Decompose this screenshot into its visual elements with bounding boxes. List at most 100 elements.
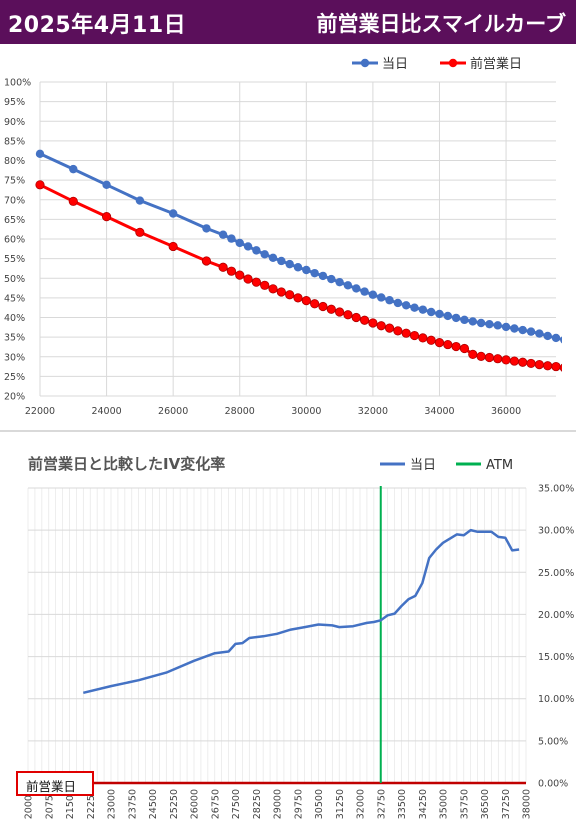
- x-tick-label: 25250: [169, 789, 180, 819]
- point-today: [560, 336, 562, 344]
- point-today: [243, 242, 253, 251]
- point-previous-day: [459, 343, 470, 354]
- point-previous-day: [384, 323, 395, 333]
- point-previous-day: [401, 328, 411, 338]
- legend-label-today: 当日: [410, 458, 436, 473]
- point-previous-day: [201, 256, 212, 266]
- y-tick-label: 10.00%: [538, 694, 574, 705]
- point-previous-day: [326, 304, 336, 314]
- x-tick-label: 21500: [65, 789, 76, 819]
- x-tick-label: 36000: [491, 406, 521, 417]
- point-today: [352, 284, 361, 293]
- point-today: [218, 230, 228, 239]
- x-tick-label: 38000: [522, 789, 533, 819]
- x-tick-label: 20000: [24, 789, 35, 819]
- point-previous-day: [526, 358, 536, 369]
- point-today: [335, 277, 344, 287]
- y-tick-label: 100%: [4, 78, 31, 89]
- point-previous-day: [443, 339, 453, 350]
- legend-marker: [360, 58, 370, 68]
- y-tick-label: 40%: [4, 313, 25, 324]
- header-bar: 2025年4月11日 前営業日比スマイルカーブ: [0, 0, 576, 44]
- y-tick-label: 95%: [4, 97, 25, 108]
- x-tick-label: 35000: [439, 789, 450, 819]
- x-tick-label: 24000: [91, 406, 121, 417]
- x-tick-label: 30000: [291, 406, 321, 417]
- x-tick-label: 29750: [293, 789, 304, 819]
- point-today: [227, 234, 236, 243]
- point-today: [35, 149, 45, 159]
- point-previous-day: [68, 196, 78, 206]
- x-tick-label: 22250: [86, 789, 97, 819]
- point-previous-day: [418, 333, 428, 343]
- x-tick-label: 34000: [424, 406, 454, 417]
- x-tick-label: 33500: [397, 789, 408, 819]
- point-today: [285, 259, 294, 269]
- point-previous-day: [568, 365, 576, 373]
- previous-day-label-box: 前営業日: [16, 771, 94, 796]
- point-today: [468, 317, 477, 326]
- y-tick-label: 20.00%: [538, 610, 574, 621]
- header-date: 2025年4月11日: [8, 13, 187, 38]
- point-today: [401, 301, 411, 310]
- y-tick-label: 25%: [4, 372, 25, 383]
- point-today: [135, 196, 145, 205]
- x-tick-label: 32750: [376, 789, 387, 819]
- x-tick-label: 23000: [107, 789, 118, 819]
- y-tick-label: 50%: [4, 274, 25, 285]
- header-title: 前営業日比スマイルカーブ: [316, 12, 566, 36]
- point-today: [235, 238, 244, 248]
- point-previous-day: [426, 335, 436, 345]
- point-today: [252, 246, 261, 255]
- point-today: [501, 322, 511, 332]
- point-previous-day: [393, 326, 403, 336]
- series-line-today: [83, 528, 520, 695]
- point-today: [451, 313, 461, 323]
- point-previous-day: [501, 355, 511, 365]
- point-today: [435, 309, 444, 319]
- point-previous-day: [409, 330, 420, 341]
- y-tick-label: 20%: [4, 392, 25, 403]
- point-today: [69, 164, 78, 174]
- y-tick-label: 85%: [4, 136, 25, 147]
- point-previous-day: [226, 266, 237, 276]
- x-tick-label: 26000: [190, 789, 201, 819]
- point-today: [293, 263, 303, 272]
- point-previous-day: [343, 310, 353, 320]
- y-tick-label: 15.00%: [538, 652, 574, 663]
- point-previous-day: [551, 361, 561, 372]
- point-previous-day: [35, 180, 45, 190]
- x-tick-label: 23750: [127, 789, 138, 819]
- point-previous-day: [301, 296, 311, 306]
- iv-change-chart: 前営業日と比較したIV変化率 0.00% 5.00% 10.00% 15.00% 20.0…: [24, 455, 575, 819]
- point-previous-day: [493, 354, 503, 364]
- point-today: [485, 319, 494, 329]
- legend-label-atm: ATM: [486, 458, 513, 473]
- point-previous-day: [451, 341, 461, 352]
- point-previous-day: [135, 227, 145, 237]
- point-today: [318, 271, 328, 281]
- point-today: [385, 296, 394, 305]
- smile-curve-chart: 20% 25% 30% 35% 40% 45% 50% 55% 60% 65% 70% 75% 80% 8…: [4, 56, 576, 417]
- point-today: [377, 293, 386, 302]
- section-divider: [0, 430, 576, 432]
- y-tick-label: 60%: [4, 235, 25, 246]
- point-previous-day: [484, 352, 495, 363]
- point-previous-day: [376, 321, 386, 331]
- series-group: [35, 149, 576, 373]
- point-today: [310, 268, 319, 278]
- point-previous-day: [476, 351, 486, 361]
- x-tick-label: 35750: [459, 789, 470, 819]
- point-today: [368, 290, 378, 299]
- x-tick-label: 32000: [356, 789, 367, 819]
- point-previous-day: [335, 307, 345, 317]
- point-today: [418, 305, 428, 314]
- legend-label-previous-day: 前営業日: [470, 56, 522, 72]
- point-today: [526, 327, 536, 336]
- point-previous-day: [518, 357, 528, 367]
- point-today: [551, 333, 561, 343]
- point-today: [168, 209, 178, 218]
- previous-day-label: 前営業日: [26, 779, 77, 794]
- point-today: [426, 307, 436, 317]
- y-tick-label: 25.00%: [538, 568, 574, 579]
